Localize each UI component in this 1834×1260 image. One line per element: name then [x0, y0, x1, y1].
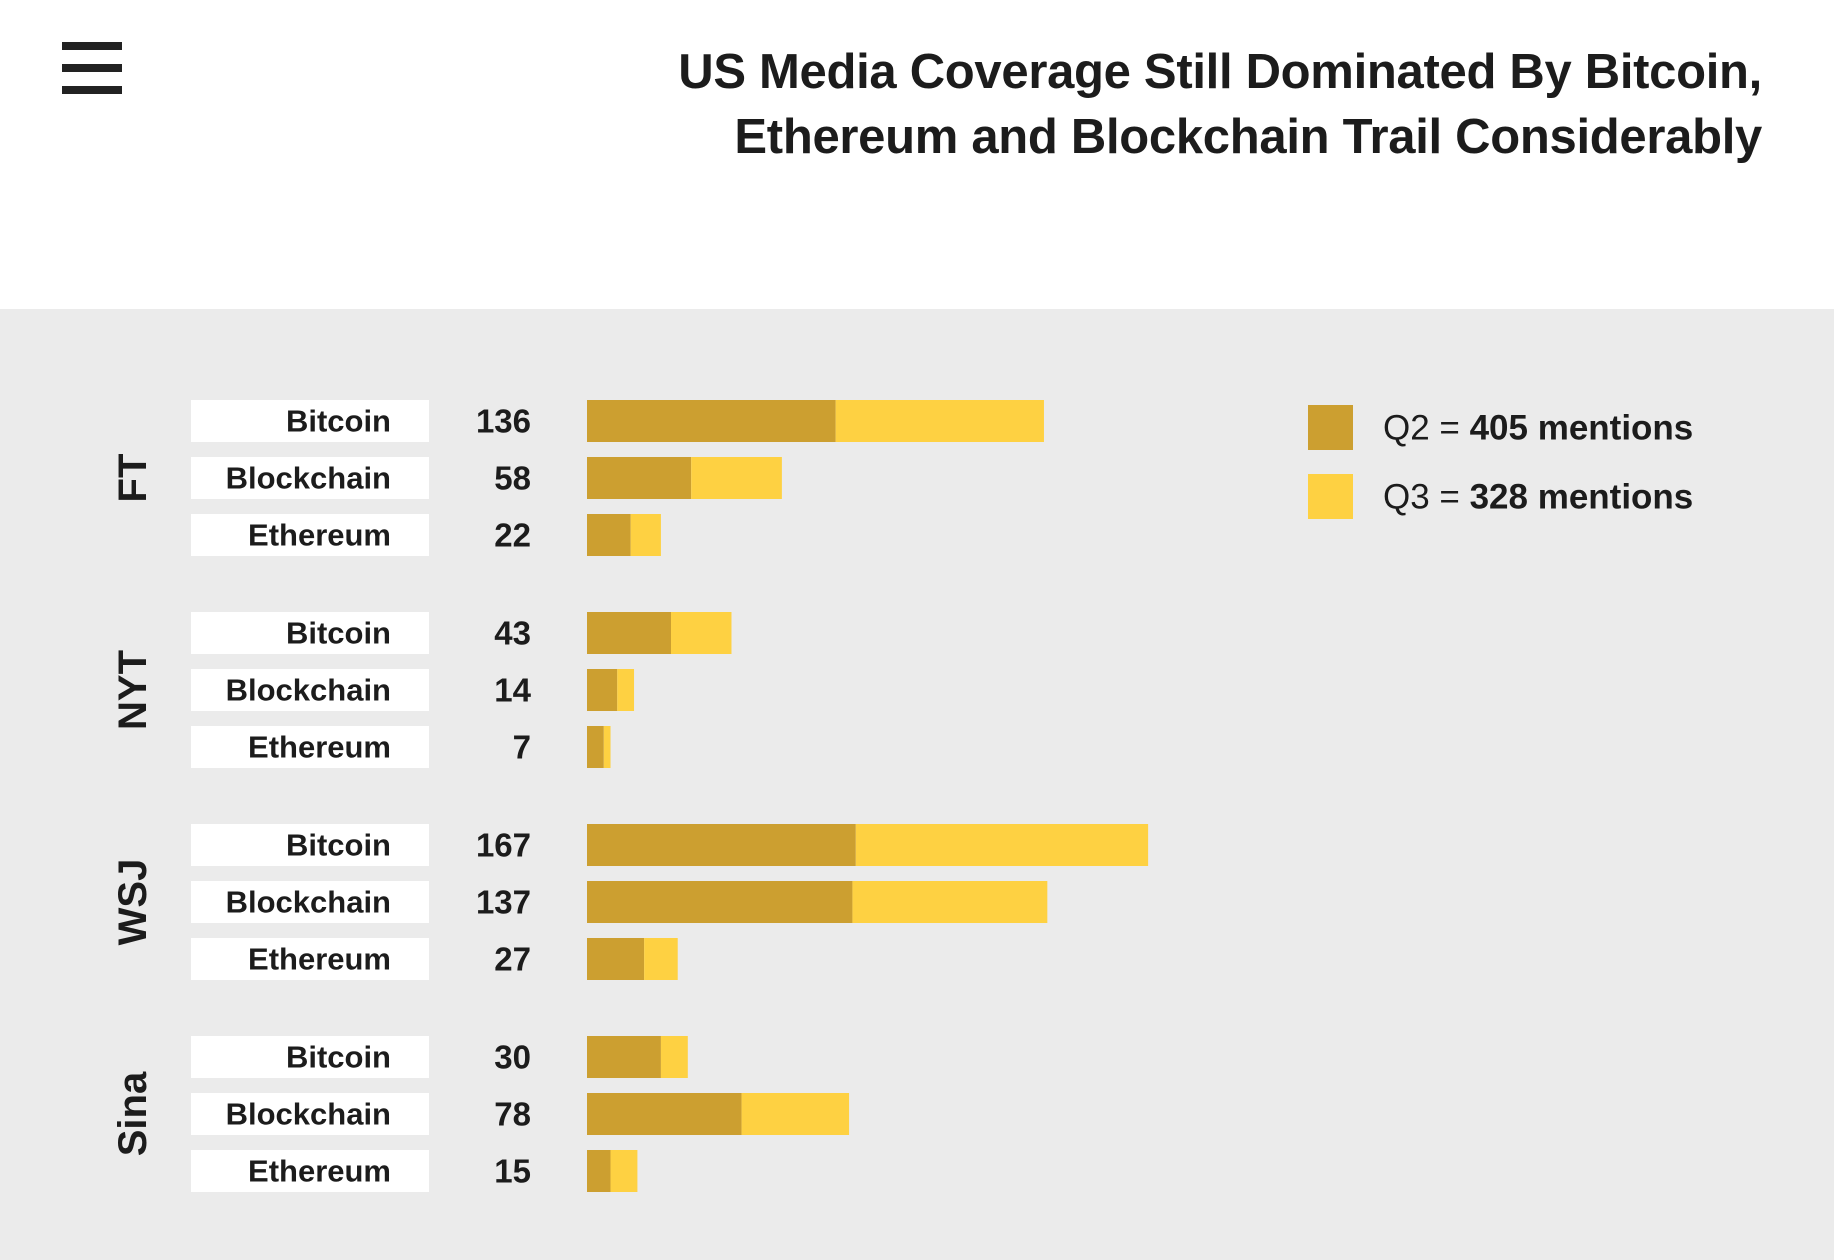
- bar-q3-ft-ethereum: [630, 514, 661, 556]
- row-label-nyt-ethereum: Ethereum: [248, 730, 391, 765]
- row-label-box: [191, 669, 429, 711]
- legend-swatch-q2: [1308, 405, 1353, 450]
- bar-q2-ft-blockchain: [587, 457, 692, 499]
- row-total-wsj-blockchain: 137: [476, 884, 531, 921]
- row-total-nyt-ethereum: 7: [513, 729, 531, 766]
- row-label-box: [191, 938, 429, 980]
- chart-panel: FT Bitcoin 136 Blockchain 58 Ethereum 22 NYT Bit…: [0, 309, 1834, 1260]
- row-total-ft-blockchain: 58: [494, 460, 531, 497]
- row-label-box: [191, 1036, 429, 1078]
- bar-q2-ft-ethereum: [587, 514, 631, 556]
- menu-bar: [62, 86, 122, 94]
- row-label-wsj-blockchain: Blockchain: [226, 885, 391, 920]
- bar-q3-wsj-bitcoin: [855, 824, 1149, 866]
- row-label-sina-blockchain: Blockchain: [226, 1097, 391, 1132]
- row-label-sina-ethereum: Ethereum: [248, 1154, 391, 1189]
- title-line-2: Ethereum and Blockchain Trail Considerab…: [734, 110, 1762, 164]
- row-label-box: [191, 1150, 429, 1192]
- bar-q2-sina-blockchain: [587, 1093, 742, 1135]
- row-total-nyt-blockchain: 14: [494, 672, 531, 709]
- bar-q3-nyt-ethereum: [603, 726, 611, 768]
- bar-q2-wsj-ethereum: [587, 938, 645, 980]
- bar-q3-ft-blockchain: [691, 457, 782, 499]
- row-label-ft-bitcoin: Bitcoin: [286, 404, 391, 439]
- row-label-nyt-bitcoin: Bitcoin: [286, 616, 391, 651]
- row-total-sina-blockchain: 78: [494, 1096, 531, 1133]
- media-coverage-chart: FT Bitcoin 136 Blockchain 58 Ethereum 22 NYT Bit…: [111, 400, 1693, 1192]
- bar-q3-sina-blockchain: [741, 1093, 850, 1135]
- bar-q2-sina-ethereum: [587, 1150, 611, 1192]
- bar-q3-nyt-blockchain: [617, 669, 635, 711]
- group-label-wsj: WSJ: [111, 859, 155, 946]
- row-total-sina-ethereum: 15: [494, 1153, 531, 1190]
- bar-q3-ft-bitcoin: [835, 400, 1044, 442]
- menu-bar: [62, 42, 122, 50]
- group-label-nyt: NYT: [111, 650, 155, 730]
- bar-q3-nyt-bitcoin: [671, 612, 732, 654]
- row-label-box: [191, 612, 429, 654]
- row-label-box: [191, 457, 429, 499]
- row-label-box: [191, 1093, 429, 1135]
- title-line-1: US Media Coverage Still Dominated By Bit…: [678, 45, 1762, 99]
- bar-q3-wsj-blockchain: [852, 881, 1048, 923]
- row-total-nyt-bitcoin: 43: [494, 615, 531, 652]
- bar-q2-nyt-bitcoin: [587, 612, 671, 654]
- row-label-ft-ethereum: Ethereum: [248, 518, 391, 553]
- page-title: US Media Coverage Still Dominated By Bit…: [462, 40, 1762, 170]
- row-label-wsj-ethereum: Ethereum: [248, 942, 391, 977]
- legend-label-q2: Q2 = 405 mentions: [1383, 408, 1693, 447]
- row-label-box: [191, 881, 429, 923]
- row-label-sina-bitcoin: Bitcoin: [286, 1040, 391, 1075]
- row-total-ft-ethereum: 22: [494, 517, 531, 554]
- row-total-sina-bitcoin: 30: [494, 1039, 531, 1076]
- bar-q2-wsj-blockchain: [587, 881, 853, 923]
- row-label-box: [191, 400, 429, 442]
- bar-q2-nyt-blockchain: [587, 669, 618, 711]
- row-label-ft-blockchain: Blockchain: [226, 461, 391, 496]
- row-label-box: [191, 824, 429, 866]
- row-label-nyt-blockchain: Blockchain: [226, 673, 391, 708]
- row-label-box: [191, 726, 429, 768]
- group-label-ft: FT: [111, 454, 155, 503]
- legend-swatch-q3: [1308, 474, 1353, 519]
- menu-bar: [62, 64, 122, 72]
- row-label-wsj-bitcoin: Bitcoin: [286, 828, 391, 863]
- row-total-wsj-bitcoin: 167: [476, 827, 531, 864]
- group-label-sina: Sina: [111, 1071, 155, 1156]
- bar-q3-sina-bitcoin: [660, 1036, 688, 1078]
- row-total-ft-bitcoin: 136: [476, 403, 531, 440]
- legend-label-q3: Q3 = 328 mentions: [1383, 477, 1693, 516]
- bar-q2-wsj-bitcoin: [587, 824, 856, 866]
- bar-q2-sina-bitcoin: [587, 1036, 661, 1078]
- bar-q2-nyt-ethereum: [587, 726, 604, 768]
- row-total-wsj-ethereum: 27: [494, 941, 531, 978]
- bar-q3-sina-ethereum: [610, 1150, 638, 1192]
- row-label-box: [191, 514, 429, 556]
- hamburger-menu-icon[interactable]: [62, 42, 122, 94]
- bar-q3-wsj-ethereum: [644, 938, 678, 980]
- bar-q2-ft-bitcoin: [587, 400, 836, 442]
